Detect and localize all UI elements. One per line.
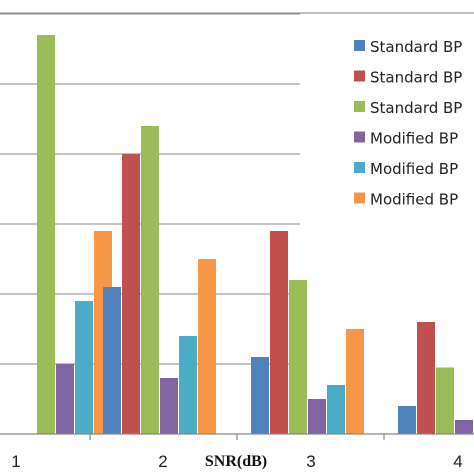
legend-label: Modified BP	[370, 191, 458, 209]
bar-3-3	[289, 280, 307, 434]
bar-4-4	[455, 420, 473, 434]
legend-label: Modified BP	[370, 160, 458, 178]
x-axis-title: SNR(dB)	[205, 453, 267, 470]
bar-3-1	[37, 35, 55, 434]
legend-label: Standard BP	[370, 38, 462, 56]
bar-6-2	[198, 259, 216, 434]
x-tick-label: 2	[158, 452, 167, 471]
bar-1-3	[251, 357, 269, 434]
bar-5-3	[327, 385, 345, 434]
bars	[37, 35, 473, 434]
bar-4-3	[308, 399, 326, 434]
bar-5-2	[179, 336, 197, 434]
legend-label: Standard BP	[370, 69, 462, 87]
bar-1-4	[398, 406, 416, 434]
legend-swatch	[354, 70, 365, 82]
bar-1-2	[103, 287, 121, 434]
x-tick-labels: 1 2 3 4	[11, 452, 462, 471]
legend-label: Standard BP	[370, 99, 462, 117]
bar-4-2	[160, 378, 178, 434]
bar-2-2	[122, 154, 140, 434]
x-tick-label: 1	[11, 452, 20, 471]
legend-label: Modified BP	[370, 130, 458, 148]
legend: Standard BP Standard BP Standard BP Modifie…	[354, 38, 462, 209]
legend-swatch	[354, 192, 365, 204]
x-tick-label: 4	[453, 452, 462, 471]
bar-6-3	[346, 329, 364, 434]
bar-4-1	[56, 364, 74, 434]
bar-3-4	[436, 367, 454, 434]
bar-2-4	[417, 322, 435, 434]
bar-3-2	[141, 126, 159, 434]
x-tick-label: 3	[306, 452, 315, 471]
bar-5-1	[75, 301, 93, 434]
legend-swatch	[354, 40, 365, 51]
legend-swatch	[354, 101, 365, 112]
gridlines	[0, 12, 474, 365]
x-ticks	[89, 434, 385, 440]
legend-swatch	[354, 162, 365, 173]
bar-2-3	[270, 231, 288, 434]
legend-swatch	[354, 131, 365, 143]
